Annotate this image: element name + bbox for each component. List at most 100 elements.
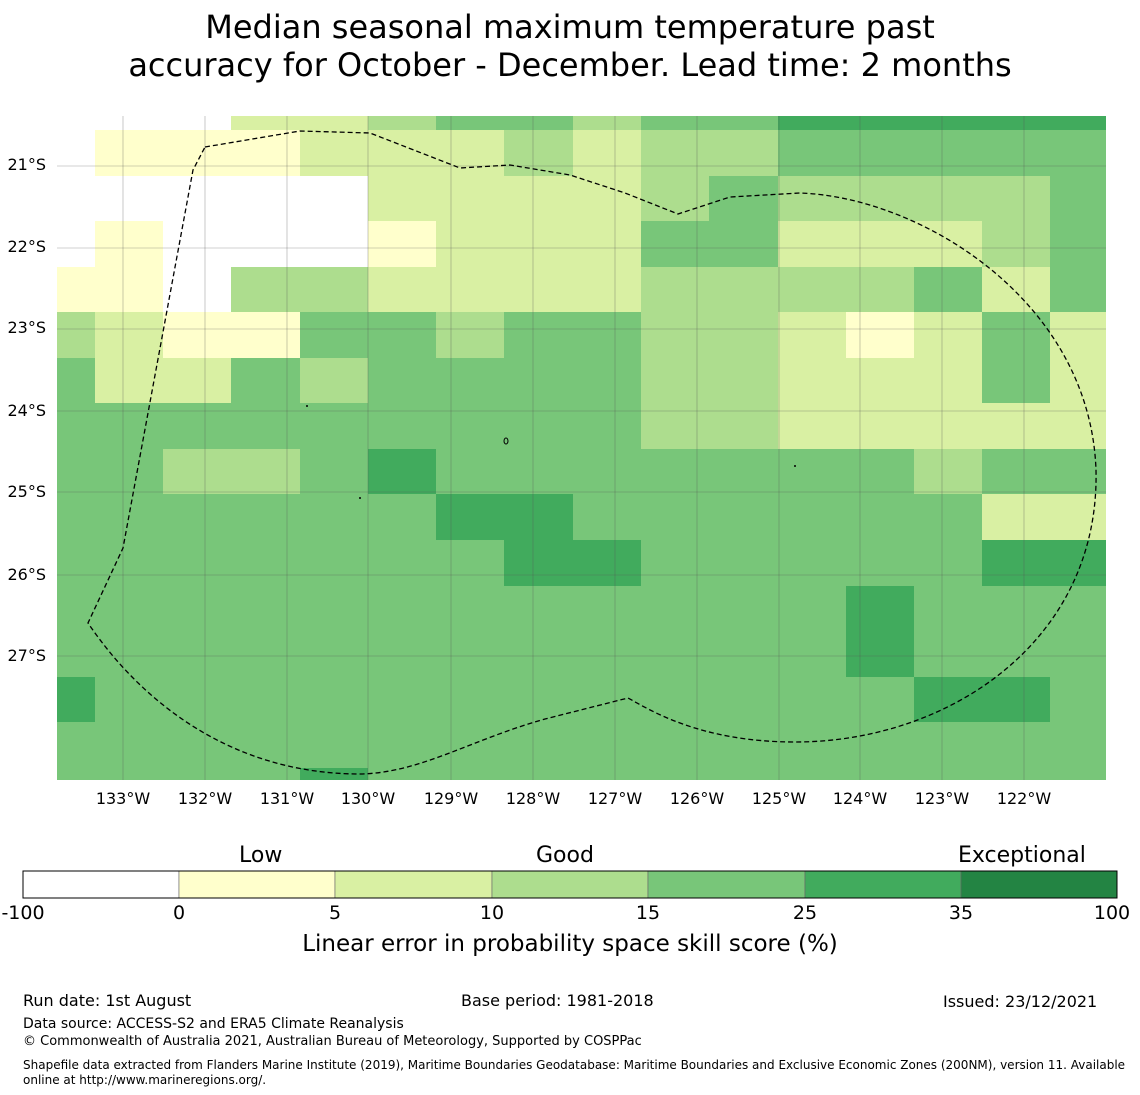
grid-cell: [504, 768, 573, 780]
grid-cell: [709, 449, 778, 494]
grid-cell: [573, 116, 641, 130]
island-dot: [794, 465, 796, 467]
grid-cell: [163, 221, 231, 267]
grid-cell: [709, 586, 778, 631]
grid-cell: [57, 221, 95, 267]
lat-label-22s: 22°S: [7, 237, 46, 256]
grid-cell: [573, 267, 641, 312]
grid-cell: [846, 221, 914, 267]
grid-cell: [57, 403, 95, 449]
colorbar-title: Linear error in probability space skill …: [302, 931, 838, 957]
grid-cell: [846, 677, 914, 722]
colorbar-category-good: Good: [536, 843, 594, 868]
grid-cell: [709, 176, 778, 221]
grid-cell: [573, 631, 641, 677]
grid-cell: [573, 176, 641, 221]
grid-cell: [846, 312, 914, 358]
grid-cell: [57, 358, 95, 403]
grid-cell: [1050, 176, 1106, 221]
grid-cell: [846, 116, 914, 130]
colorbar: [22, 870, 1118, 899]
grid-cell: [436, 540, 504, 586]
grid-cell: [846, 540, 914, 586]
grid-cell: [163, 768, 231, 780]
grid-cell: [368, 221, 436, 267]
grid-cell: [163, 677, 231, 722]
colorbar-tick: 5: [328, 902, 342, 924]
grid-cell: [368, 358, 436, 403]
grid-cell: [95, 358, 163, 403]
grid-cell: [300, 677, 368, 722]
grid-cell: [982, 677, 1050, 722]
grid-cell: [368, 540, 436, 586]
grid-cell: [709, 358, 778, 403]
grid-cell: [95, 116, 163, 130]
grid-cell: [436, 358, 504, 403]
grid-cell: [436, 176, 504, 221]
grid-cell: [709, 494, 778, 540]
grid-cell: [1050, 677, 1106, 722]
grid-cell: [95, 130, 163, 176]
grid-cell: [982, 631, 1050, 677]
grid-cell: [368, 403, 436, 449]
grid-cell: [709, 221, 778, 267]
grid-cell: [95, 449, 163, 494]
grid-cell: [231, 403, 300, 449]
grid-cell: [778, 176, 846, 221]
grid-cell: [163, 403, 231, 449]
grid-cell: [709, 116, 778, 130]
grid-cell: [573, 494, 641, 540]
grid-cell: [57, 494, 95, 540]
grid-cell: [231, 312, 300, 358]
grid-cell: [57, 130, 95, 176]
grid-cell: [573, 768, 641, 780]
grid-cell: [368, 768, 436, 780]
grid-cell: [573, 540, 641, 586]
grid-cell: [641, 631, 709, 677]
grid-cell: [231, 768, 300, 780]
lon-label-125w: 125°W: [751, 789, 807, 808]
colorbar-segment: [647, 870, 806, 899]
grid-cell: [231, 358, 300, 403]
grid-cell: [300, 130, 368, 176]
grid-cell: [436, 586, 504, 631]
grid-cell: [300, 312, 368, 358]
lon-label-127w: 127°W: [587, 789, 643, 808]
grid-cell: [573, 130, 641, 176]
grid-cell: [982, 358, 1050, 403]
grid-cell: [709, 631, 778, 677]
grid-cell: [231, 449, 300, 494]
grid-cell: [300, 449, 368, 494]
grid-cell: [846, 358, 914, 403]
grid-cell: [778, 449, 846, 494]
colorbar-category-low: Low: [239, 843, 283, 868]
grid-cell: [914, 116, 982, 130]
grid-cell: [368, 130, 436, 176]
grid-cell: [846, 722, 914, 768]
islands: [306, 405, 796, 499]
grid-cell: [504, 312, 573, 358]
grid-cell: [641, 176, 709, 221]
colorbar-tick: 0: [172, 902, 186, 924]
grid-cell: [231, 267, 300, 312]
grid-cell: [914, 130, 982, 176]
grid-cell: [914, 403, 982, 449]
grid-cell: [914, 221, 982, 267]
grid-cell: [231, 494, 300, 540]
grid-cell: [709, 130, 778, 176]
grid-cell: [846, 176, 914, 221]
grid-cell: [1050, 267, 1106, 312]
grid-cell: [300, 494, 368, 540]
grid-cell: [436, 312, 504, 358]
grid-cell: [368, 267, 436, 312]
grid-cell: [95, 540, 163, 586]
grid-cell: [573, 403, 641, 449]
grid-cell: [846, 403, 914, 449]
grid-cell: [504, 403, 573, 449]
grid-cell: [641, 449, 709, 494]
grid-cell: [57, 312, 95, 358]
lon-label-131w: 131°W: [259, 789, 315, 808]
grid-cell: [1050, 312, 1106, 358]
grid-cell: [641, 586, 709, 631]
grid-cell: [778, 312, 846, 358]
